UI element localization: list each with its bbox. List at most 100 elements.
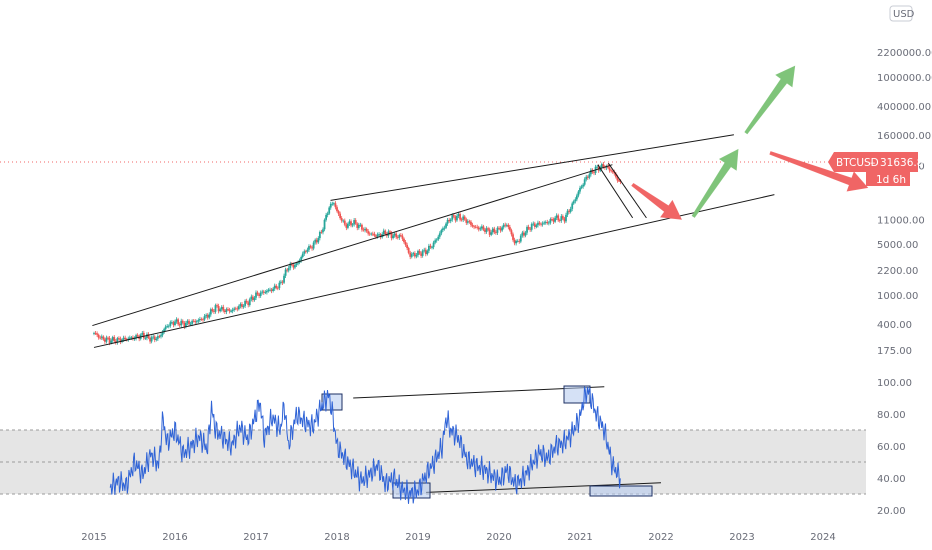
candle-body: [356, 223, 359, 228]
candle-body: [208, 314, 211, 318]
candle-body: [396, 237, 399, 239]
currency-label: USD: [893, 9, 915, 20]
candle-body: [480, 226, 483, 229]
candle-body: [600, 164, 603, 168]
candle-body: [409, 252, 412, 257]
candle-body: [454, 216, 457, 221]
candle-body: [375, 235, 377, 237]
candle-body: [147, 334, 150, 338]
candle-body: [544, 221, 547, 223]
candle-body: [359, 224, 362, 226]
candle-body: [561, 216, 564, 219]
candle-body: [297, 262, 299, 264]
candle-body: [541, 223, 544, 225]
candle-body: [262, 291, 265, 293]
candle-body: [220, 306, 223, 310]
candle-body: [389, 231, 391, 234]
candle-body: [403, 238, 405, 242]
currency-badge[interactable]: USD: [889, 5, 915, 22]
candle-body: [614, 173, 617, 177]
candle-body: [258, 294, 261, 296]
candle-body: [502, 224, 505, 228]
rsi-tick-label: 40.00: [877, 474, 906, 485]
rsi-highlight-box: [589, 485, 653, 497]
candle-body: [152, 336, 155, 338]
candle-body: [183, 322, 186, 327]
candle-body: [463, 216, 466, 220]
candle-body: [181, 320, 184, 323]
candle-body: [294, 264, 296, 268]
candle-body: [102, 336, 105, 340]
candle-body: [118, 338, 120, 339]
candle-body: [200, 319, 203, 320]
candle-body: [602, 164, 605, 167]
candle-body: [255, 292, 257, 298]
candle-body: [244, 300, 246, 306]
candle-body: [494, 232, 497, 234]
candle-body: [315, 239, 318, 243]
candle-body: [616, 176, 619, 181]
candle-body: [575, 195, 578, 200]
candle-body: [401, 235, 404, 239]
candle-body: [529, 228, 532, 230]
candle-body: [493, 228, 496, 233]
candle-body: [505, 224, 508, 226]
candle-body: [376, 234, 379, 237]
candle-body: [343, 220, 346, 225]
candle-body: [306, 249, 309, 252]
candle-body: [428, 245, 430, 251]
trendline: [92, 164, 613, 327]
candle-body: [574, 199, 577, 202]
forecast-arrows: [631, 65, 869, 220]
trendline: [93, 194, 775, 348]
candle-body: [523, 232, 525, 236]
candle-body: [362, 229, 365, 231]
candle-body: [535, 225, 538, 227]
candle-body: [205, 314, 208, 317]
candle-body: [410, 254, 413, 257]
price-tick-label: 175.00: [877, 346, 912, 357]
candle-body: [445, 223, 447, 228]
candle-body: [97, 334, 100, 338]
candle-body: [195, 321, 198, 323]
candle-body: [558, 220, 561, 221]
candle-body: [311, 247, 313, 249]
candle-body: [233, 308, 236, 310]
candle-body: [354, 220, 357, 224]
candle-body: [164, 326, 167, 330]
candle-body: [228, 309, 231, 312]
candle-body: [245, 300, 248, 303]
candle-body: [130, 337, 133, 339]
candle-body: [547, 222, 550, 224]
candle-body: [370, 233, 373, 235]
candle-body: [487, 228, 489, 230]
forecast-arrow: [691, 148, 739, 218]
candle-body: [325, 215, 327, 220]
candle-body: [516, 240, 519, 242]
candle-body: [312, 242, 315, 249]
candle-body: [533, 223, 536, 227]
candle-body: [611, 171, 614, 172]
candle-body: [170, 322, 173, 324]
candle-body: [527, 226, 530, 229]
candle-body: [280, 281, 282, 283]
candle-body: [328, 207, 331, 214]
candle-body: [114, 341, 117, 343]
candle-body: [393, 233, 396, 236]
candle-body: [237, 306, 240, 310]
candle-body: [446, 219, 449, 224]
rsi-line: [109, 386, 621, 504]
candle-body: [322, 229, 324, 233]
candle-body: [452, 215, 455, 217]
price-tick-label: 2200000.00: [877, 48, 932, 59]
time-tick-label: 2018: [324, 532, 349, 543]
candle-body: [248, 299, 251, 306]
candle-body: [124, 337, 127, 340]
candle-body: [116, 338, 119, 343]
candle-body: [94, 333, 97, 334]
trendlines: [92, 134, 775, 493]
candle-body: [418, 250, 421, 254]
candle-body: [189, 323, 192, 325]
candle-body: [554, 217, 556, 222]
